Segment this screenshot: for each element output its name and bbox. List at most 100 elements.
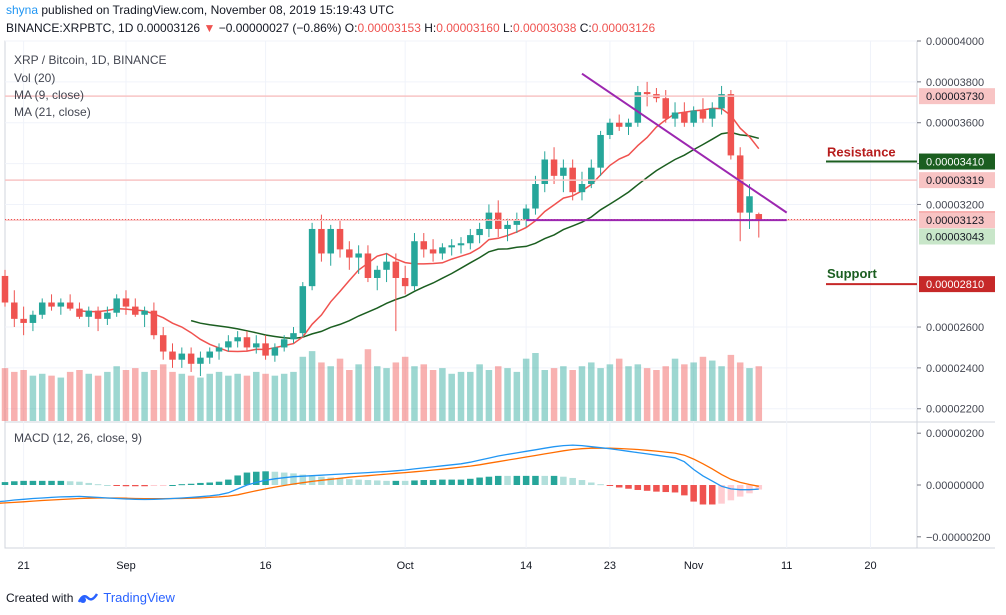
candle-body <box>122 298 130 307</box>
volume-bar <box>66 371 74 421</box>
candle-body <box>57 302 65 307</box>
candle-body <box>541 159 549 185</box>
publisher-name[interactable]: shyna <box>6 3 39 17</box>
low-value: 0.00003038 <box>512 21 577 35</box>
volume-bar <box>541 370 549 421</box>
volume-bar <box>336 358 344 421</box>
volume-bar <box>355 364 362 421</box>
volume-bar <box>104 371 111 421</box>
high-value: 0.00003160 <box>436 21 500 35</box>
volume-bar <box>197 377 204 421</box>
volume-bar <box>699 356 707 421</box>
macd-histogram-bar <box>178 484 186 486</box>
y-tick-label: 0.00002400 <box>926 363 984 375</box>
candle-body <box>327 228 334 254</box>
macd-histogram-bar <box>513 475 521 485</box>
macd-histogram-bar <box>215 481 223 485</box>
legend-ma21[interactable]: MA (21, close) <box>14 105 91 119</box>
volume-bar <box>383 368 390 421</box>
volume-bar <box>38 373 46 421</box>
open-label: O: <box>344 21 358 35</box>
macd-histogram-bar <box>709 485 716 505</box>
volume-bar <box>494 366 502 421</box>
volume-bar <box>392 362 400 421</box>
macd-histogram-bar <box>727 485 735 501</box>
macd-histogram-bar <box>113 485 120 486</box>
legend-macd[interactable]: MACD (12, 26, close, 9) <box>14 431 143 445</box>
tradingview-brand[interactable]: TradingView <box>103 590 175 605</box>
macd-histogram-bar <box>541 475 549 485</box>
macd-histogram-bar <box>392 480 400 485</box>
candle-body <box>197 357 204 364</box>
volume-bar <box>429 370 437 421</box>
volume-bar <box>299 356 307 421</box>
candle-body <box>11 302 18 319</box>
volume-bar <box>736 362 744 421</box>
close-label: C: <box>579 21 592 35</box>
candle-body <box>420 241 428 250</box>
candle-body <box>709 108 716 119</box>
macd-histogram-bar <box>187 483 195 485</box>
candle-body <box>625 122 632 127</box>
macd-histogram-bar <box>38 480 46 485</box>
volume-bar <box>606 364 614 421</box>
volume-bar <box>206 373 213 421</box>
candle-body <box>476 228 483 236</box>
macd-histogram-bar <box>280 472 288 485</box>
volume-bar <box>150 370 158 421</box>
macd-histogram-bar <box>439 479 446 485</box>
candle-body <box>392 261 400 278</box>
candle-body <box>132 306 139 315</box>
x-tick-label: Oct <box>397 560 414 572</box>
signal-line <box>0 447 759 504</box>
macd-histogram-bar <box>597 484 604 486</box>
volume-bar <box>159 364 167 421</box>
macd-histogram-bar <box>411 480 418 485</box>
volume-bar <box>522 358 530 421</box>
macd-histogram-bar <box>355 479 362 485</box>
macd-histogram-bar <box>615 485 623 488</box>
macd-histogram-bar <box>253 471 260 485</box>
macd-histogram-bar <box>606 485 614 486</box>
macd-histogram-bar <box>467 478 474 485</box>
macd-histogram-bar <box>141 485 148 487</box>
candle-body <box>755 214 763 220</box>
macd-tick-label: −0.00000200 <box>926 532 991 544</box>
legend-ma9[interactable]: MA (9, close) <box>14 88 85 102</box>
macd-histogram-bar <box>169 485 176 486</box>
macd-histogram-bar <box>48 480 55 485</box>
volume-bar <box>169 371 176 421</box>
macd-histogram-bar <box>373 480 381 485</box>
candle-body <box>681 112 688 123</box>
candle-body <box>178 353 186 360</box>
volume-bar <box>76 370 83 421</box>
x-tick-label: 16 <box>259 560 271 572</box>
volume-bar <box>718 366 725 421</box>
volume-bar <box>187 375 195 421</box>
volume-bar <box>215 371 223 421</box>
candle-body <box>736 155 744 213</box>
candle-body <box>671 112 679 119</box>
volume-bar <box>597 368 604 421</box>
macd-histogram-bar <box>132 485 139 487</box>
macd-histogram-bar <box>206 482 213 485</box>
x-tick-label: Sep <box>116 560 136 572</box>
macd-histogram-bar <box>522 475 530 485</box>
candle-body <box>150 310 158 336</box>
legend-volume[interactable]: Vol (20) <box>14 71 56 85</box>
macd-histogram-bar <box>755 485 763 490</box>
macd-histogram-bar <box>122 485 130 487</box>
volume-bar <box>578 366 586 421</box>
macd-histogram-bar <box>401 480 409 485</box>
volume-bar <box>262 373 269 421</box>
candle-body <box>159 335 167 352</box>
volume-bar <box>467 371 474 421</box>
price-badge <box>919 153 995 170</box>
legend-symbol[interactable]: XRP / Bitcoin, 1D, BINANCE <box>14 53 167 67</box>
symbol-label: BINANCE:XRPBTC, 1D <box>6 21 134 35</box>
volume-bar <box>662 366 669 421</box>
macd-histogram-bar <box>634 485 642 490</box>
macd-histogram-bar <box>699 485 707 505</box>
macd-histogram-bar <box>690 485 697 502</box>
